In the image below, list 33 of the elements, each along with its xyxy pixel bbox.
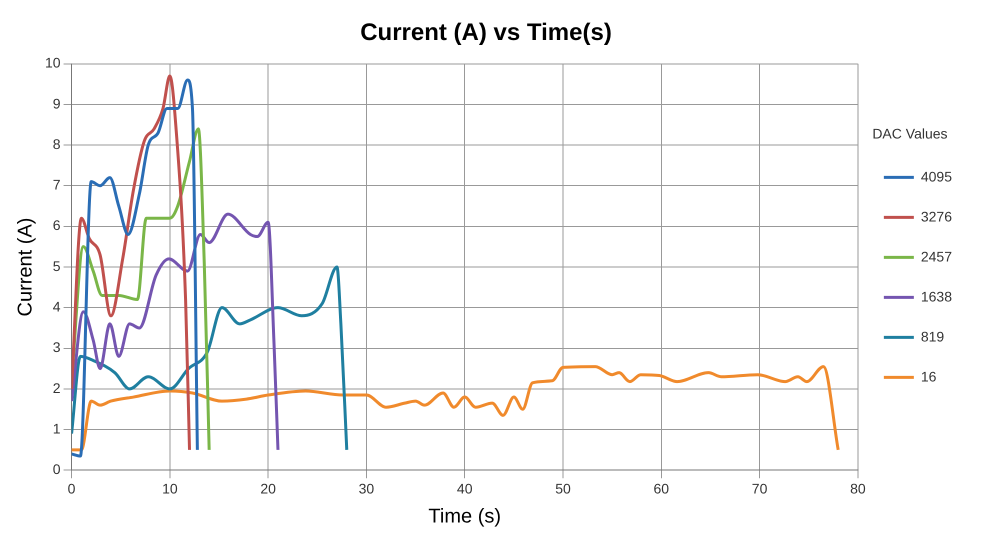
line-series <box>72 212 280 452</box>
x-tick-label: 20 <box>260 480 276 496</box>
y-tick-label: 9 <box>52 95 61 112</box>
y-tick-label: 2 <box>52 380 61 396</box>
line-series <box>72 266 348 452</box>
y-tick-label: 0 <box>52 461 61 478</box>
legend-label: 4095 <box>920 168 952 184</box>
y-tick-label: 8 <box>52 136 61 152</box>
legend-label: 819 <box>920 328 944 344</box>
y-axis-title: Current (A) <box>14 218 37 316</box>
y-tick-label: 10 <box>44 54 61 71</box>
legend-label: 1638 <box>920 288 952 304</box>
y-tick-label: 4 <box>52 298 61 314</box>
legend-label: 16 <box>920 368 937 384</box>
x-tick-label: 80 <box>850 480 866 496</box>
y-tick-label: 1 <box>52 420 61 436</box>
legend-label: 3276 <box>920 208 952 224</box>
x-tick-label: 0 <box>68 480 76 496</box>
x-tick-label: 70 <box>752 480 768 496</box>
y-tick-label: 5 <box>52 258 61 274</box>
x-tick-label: 60 <box>653 480 670 496</box>
x-tick-label: 50 <box>555 480 571 496</box>
x-tick-label: 10 <box>162 480 178 496</box>
x-tick-label: 40 <box>456 480 473 496</box>
chart-title: Current (A) vs Time(s) <box>360 19 612 46</box>
x-tick-label: 30 <box>358 480 374 496</box>
line-series <box>72 365 840 452</box>
y-tick-label: 7 <box>52 176 61 193</box>
legend-label: 2457 <box>920 248 952 264</box>
x-axis-title: Time (s) <box>428 506 502 528</box>
y-tick-label: 3 <box>52 339 61 356</box>
y-tick-label: 6 <box>52 217 61 234</box>
legend-title: DAC Values <box>872 125 948 142</box>
